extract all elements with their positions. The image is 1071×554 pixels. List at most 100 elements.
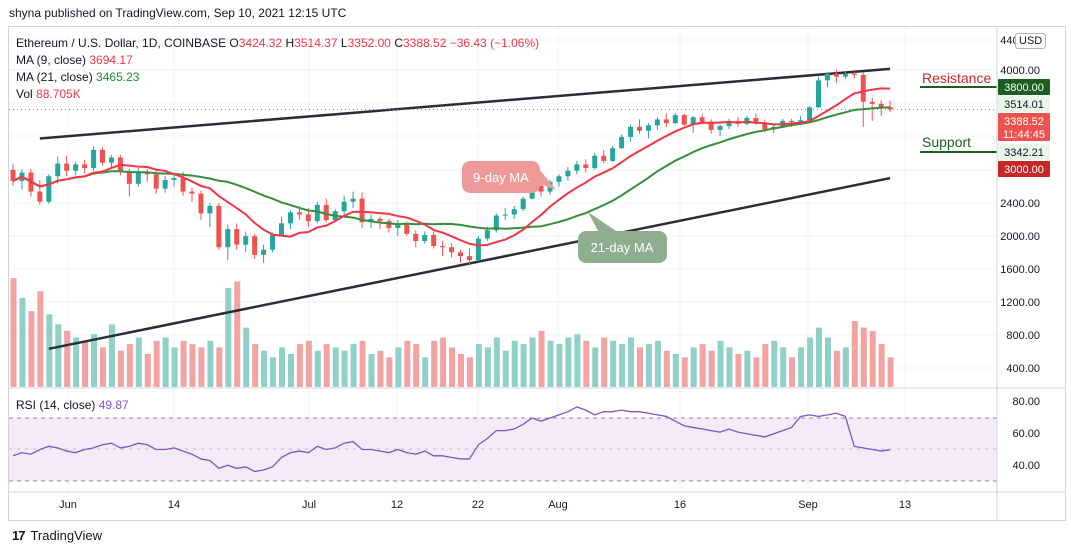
volume-bar <box>681 357 688 387</box>
ma9-tag-bg <box>462 161 540 193</box>
volume-bar <box>234 281 241 387</box>
legend-rsi[interactable]: RSI (14, close) 49.87 <box>16 398 129 412</box>
volume-bar <box>332 347 339 387</box>
volume-bar <box>869 330 876 387</box>
open-value: 3424.32 <box>238 36 283 50</box>
volume-bars <box>10 278 894 387</box>
volume-bar <box>440 337 447 387</box>
volume-bar <box>458 354 464 387</box>
ma21-line <box>12 106 891 230</box>
volume-bar <box>538 330 545 387</box>
volume-bar <box>887 357 894 387</box>
symbol-label: Ethereum / U.S. Dollar, 1D, COINBASE <box>16 36 227 50</box>
candle-body <box>824 73 830 81</box>
rsi-polyline <box>12 406 891 473</box>
candle-body <box>270 235 276 250</box>
candle-body <box>484 230 490 239</box>
price-tick-label: 2000.00 <box>1000 231 1040 243</box>
volume-bar <box>860 327 867 387</box>
currency-button[interactable]: USD <box>1015 33 1047 49</box>
volume-bar <box>547 340 554 387</box>
volume-bar <box>762 344 769 387</box>
legend-volume[interactable]: Vol 88.705K <box>16 87 81 101</box>
candle-body <box>180 178 186 192</box>
candle-body <box>663 119 669 124</box>
time-tick-label: Jul <box>302 499 316 511</box>
candle-body <box>628 126 634 137</box>
candle-body <box>833 73 839 77</box>
volume-bar <box>654 340 661 387</box>
candle-body <box>82 164 88 169</box>
ma21-tag-label: 21-day MA <box>591 240 654 255</box>
volume-bar <box>162 337 169 387</box>
candle-body <box>878 103 884 108</box>
candle-body <box>619 136 625 149</box>
candle-body <box>502 214 508 216</box>
candle-body <box>144 172 150 175</box>
legend-ma9[interactable]: MA (9, close) 3694.17 <box>16 53 133 67</box>
candle-body <box>350 198 356 202</box>
volume-bar <box>359 340 366 387</box>
candle-body <box>583 164 589 169</box>
tradingview-logo-icon: 17 <box>12 528 26 543</box>
candle-body <box>305 214 311 222</box>
candle-body <box>807 107 813 121</box>
candle-body <box>287 212 293 224</box>
volume-bar <box>690 347 697 387</box>
volume-bar <box>422 357 429 387</box>
candle-body <box>440 245 446 248</box>
volume-bar <box>144 354 151 387</box>
volume-bar <box>64 330 71 387</box>
ma21-tag-bg <box>578 231 667 263</box>
volume-bar <box>314 350 321 387</box>
volume-bar <box>708 350 715 387</box>
volume-bar <box>341 350 348 387</box>
price-tag-3000: 3000.00 <box>1004 164 1044 176</box>
candle-body <box>601 155 607 161</box>
ma9-label: MA (9, close) <box>16 53 87 67</box>
price-tag-3514: 3514.01 <box>1004 99 1044 111</box>
volume-bar <box>296 344 303 387</box>
volume-bar <box>413 344 420 387</box>
resistance-label: Resistance <box>922 70 991 86</box>
ma9-value: 3694.17 <box>89 53 133 67</box>
candle-body <box>207 205 213 214</box>
volume-bar <box>252 344 259 387</box>
candle-body <box>851 73 857 75</box>
volume-bar <box>153 340 160 387</box>
candle-body <box>466 256 472 261</box>
rsi-label: RSI (14, close) <box>16 398 96 412</box>
high-value: 3514.37 <box>294 36 338 50</box>
candle-body <box>690 117 696 125</box>
time-tick-label: 12 <box>391 499 403 511</box>
candle-body <box>404 224 410 234</box>
price-tag-last-bg <box>998 113 1050 141</box>
close-value: 3388.52 <box>403 36 447 50</box>
candle-body <box>46 176 52 202</box>
time-tick-label: 14 <box>168 499 180 511</box>
price-tick-label: 2400.00 <box>1000 198 1040 210</box>
candle-body <box>637 126 642 131</box>
candle-body <box>654 119 660 126</box>
volume-bar <box>502 350 509 387</box>
volume-bar <box>878 344 885 387</box>
candle-body <box>413 233 419 242</box>
time-tick-label: Aug <box>548 499 568 511</box>
price-tick-label: 800.00 <box>1006 330 1040 342</box>
candle-body <box>565 170 571 177</box>
candle-body <box>55 163 61 177</box>
ma9-tag-label: 9-day MA <box>473 170 529 185</box>
volume-bar <box>789 357 796 387</box>
legend-ma21[interactable]: MA (21, close) 3465.23 <box>16 70 139 84</box>
rsi-value: 49.87 <box>98 398 129 412</box>
candle-body <box>789 120 795 122</box>
candle-body <box>574 164 580 171</box>
volume-bar <box>135 337 142 387</box>
volume-bar <box>583 340 590 387</box>
ma21-value: 3465.23 <box>96 70 140 84</box>
candle-body <box>314 204 320 222</box>
volume-bar <box>108 324 115 387</box>
time-tick-label: Sep <box>798 499 818 511</box>
volume-bar <box>323 344 330 387</box>
